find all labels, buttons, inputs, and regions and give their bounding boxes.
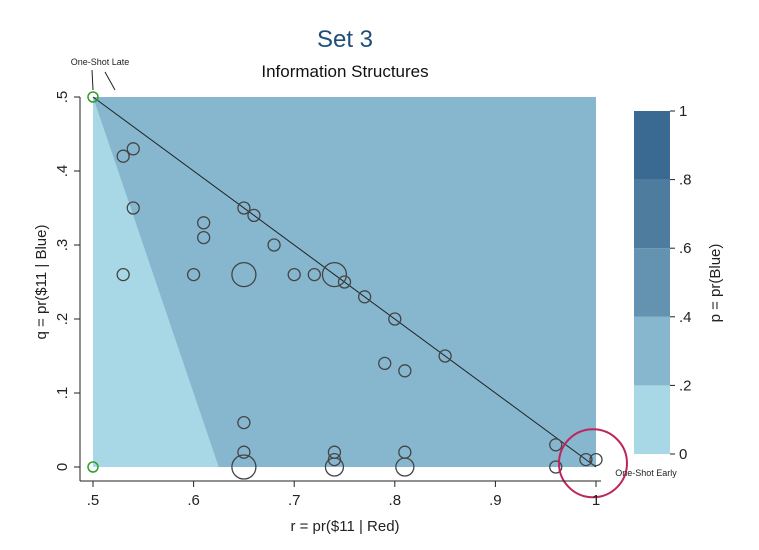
annotation-arrow-late-1 (91, 69, 94, 91)
x-tick-label-0: .5 (87, 492, 100, 509)
colorbar-tick-label-5: 1 (679, 103, 687, 120)
data-point-1 (126, 142, 140, 156)
data-point-22 (231, 454, 257, 480)
data-point-10 (267, 238, 281, 252)
chart-subtitle: Information Structures (261, 62, 428, 81)
colorbar-tick-label-3: .6 (679, 240, 692, 257)
data-point-11 (287, 267, 301, 282)
colorbar-tick-label-2: .4 (679, 309, 692, 326)
data-point-16 (388, 312, 402, 326)
data-point-6 (197, 230, 211, 245)
data-point-29 (549, 460, 563, 474)
highlight-points (87, 69, 628, 499)
data-point-4 (186, 267, 201, 282)
colorbar-band-0 (634, 385, 670, 454)
annotation-arrow-late-2 (104, 71, 116, 91)
colorbar-band-2 (634, 248, 670, 317)
highlight-circle (557, 428, 628, 499)
data-point-13 (321, 261, 348, 288)
data-point-21 (237, 445, 251, 459)
data-point-14 (337, 275, 352, 289)
y-tick-label-4: .4 (54, 165, 71, 178)
colorbar-label: p = pr(Blue) (707, 244, 724, 323)
data-point-0 (116, 149, 130, 163)
data-point-18 (378, 356, 392, 371)
colorbar-band-1 (634, 316, 670, 386)
x-tick-label-5: 1 (592, 492, 600, 509)
annotation-one-shot-late: One-Shot Late (71, 57, 130, 67)
data-point-12 (307, 267, 321, 282)
data-point-5 (197, 216, 211, 230)
y-tick-label-2: .2 (54, 313, 71, 326)
data-point-25 (324, 457, 345, 477)
y-tick-label-5: .5 (54, 91, 71, 104)
data-points (116, 142, 603, 480)
data-point-3 (116, 267, 130, 282)
data-point-28 (549, 438, 563, 452)
y-tick-label-3: .3 (54, 239, 71, 252)
data-point-7 (237, 201, 251, 215)
x-tick-label-2: .7 (288, 492, 301, 509)
x-axis-label: r = pr($11 | Red) (290, 518, 399, 535)
colorbar-tick-label-4: .8 (679, 172, 692, 189)
highlight-point-0 (87, 91, 99, 103)
data-point-8 (247, 208, 261, 223)
colorbar-tick-label-0: 0 (679, 446, 687, 463)
colorbar-band-4 (634, 111, 670, 180)
y-tick-label-1: .1 (54, 387, 71, 400)
data-point-9 (231, 261, 257, 288)
data-point-15 (357, 290, 372, 304)
data-point-17 (438, 349, 452, 363)
x-tick-label-1: .6 (187, 492, 200, 509)
highlight-point-1 (87, 461, 99, 473)
y-tick-label-0: 0 (54, 463, 71, 471)
colorbar-band-3 (634, 179, 670, 249)
data-point-19 (398, 364, 412, 378)
data-point-31 (589, 452, 603, 467)
data-point-27 (395, 457, 415, 477)
data-point-30 (579, 452, 593, 467)
y-axis-label: q = pr($11 | Blue) (33, 225, 50, 340)
colorbar: 0 .2 .4 .6 .8 1 (634, 103, 692, 463)
x-tick-label-4: .9 (489, 492, 502, 509)
chart-title: Set 3 (317, 26, 373, 53)
data-point-20 (237, 415, 251, 430)
data-point-2 (126, 201, 140, 215)
annotation-one-shot-early: One-Shot Early (615, 468, 677, 478)
axes: .5 .6 .7 .8 .9 1 0 .1 .2 .3 .4 .5 (54, 91, 601, 509)
x-tick-label-3: .8 (389, 492, 402, 509)
colorbar-tick-label-1: .2 (679, 377, 692, 394)
